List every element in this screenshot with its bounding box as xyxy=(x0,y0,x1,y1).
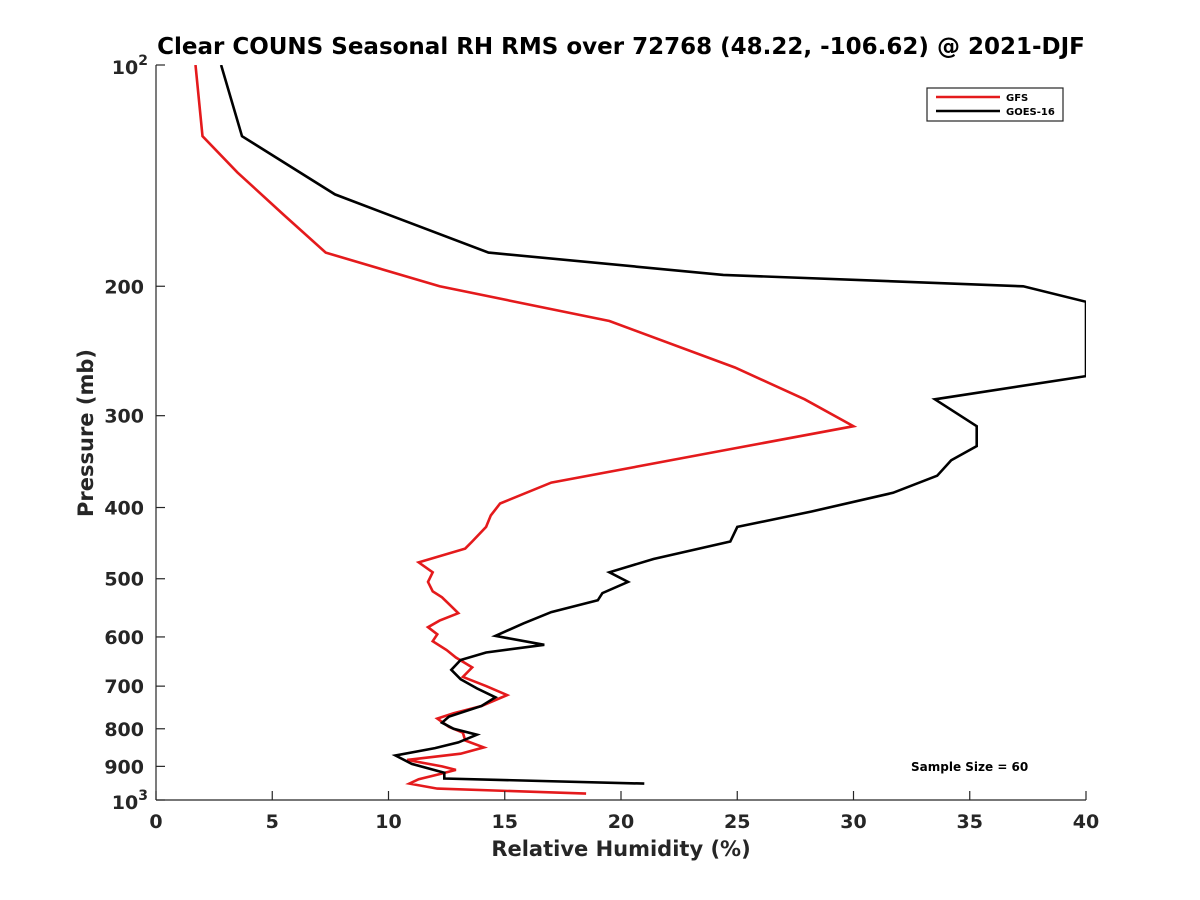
plot-background xyxy=(156,65,1086,800)
x-tick-label: 5 xyxy=(266,811,279,833)
x-tick-label: 35 xyxy=(957,811,983,833)
x-ticks: 0 5 10 15 20 25 30 35 40 xyxy=(149,791,1099,833)
y-tick-label: 900 xyxy=(104,756,144,778)
y-axis-label: Pressure (mb) xyxy=(74,349,98,517)
y-tick-label: 800 xyxy=(104,719,144,741)
x-tick-label: 25 xyxy=(724,811,750,833)
series-line-goes16 xyxy=(219,65,1086,785)
x-tick-label: 20 xyxy=(608,811,634,833)
y-tick-label-power: 103 xyxy=(112,788,148,814)
x-tick-label: 15 xyxy=(492,811,518,833)
x-tick-label: 30 xyxy=(840,811,866,833)
y-tick-label: 700 xyxy=(104,676,144,698)
sample-size-annotation: Sample Size = 60 xyxy=(911,760,1028,774)
y-tick-label: 600 xyxy=(104,627,144,649)
legend-box xyxy=(926,87,1064,122)
legend: GFS GOES-16 xyxy=(926,87,1064,122)
y-tick-label: 400 xyxy=(104,498,144,520)
y-tick-label: 200 xyxy=(104,276,144,298)
series-line-gfs xyxy=(194,65,858,795)
x-tick-label: 0 xyxy=(149,811,162,833)
y-tick-label-power: 102 xyxy=(112,53,148,79)
legend-label-goes16: GOES-16 xyxy=(1006,107,1055,118)
series-layer xyxy=(194,65,1086,795)
x-axis-label: Relative Humidity (%) xyxy=(491,837,750,861)
y-tick-label: 300 xyxy=(104,406,144,428)
y-tick-label: 500 xyxy=(104,569,144,591)
y-ticks: 200 300 400 500 600 700 800 900 102 103 xyxy=(104,53,165,814)
x-tick-label: 40 xyxy=(1073,811,1099,833)
x-tick-label: 10 xyxy=(375,811,401,833)
legend-label-gfs: GFS xyxy=(1006,93,1028,104)
chart-title: Clear COUNS Seasonal RH RMS over 72768 (… xyxy=(157,34,1085,60)
